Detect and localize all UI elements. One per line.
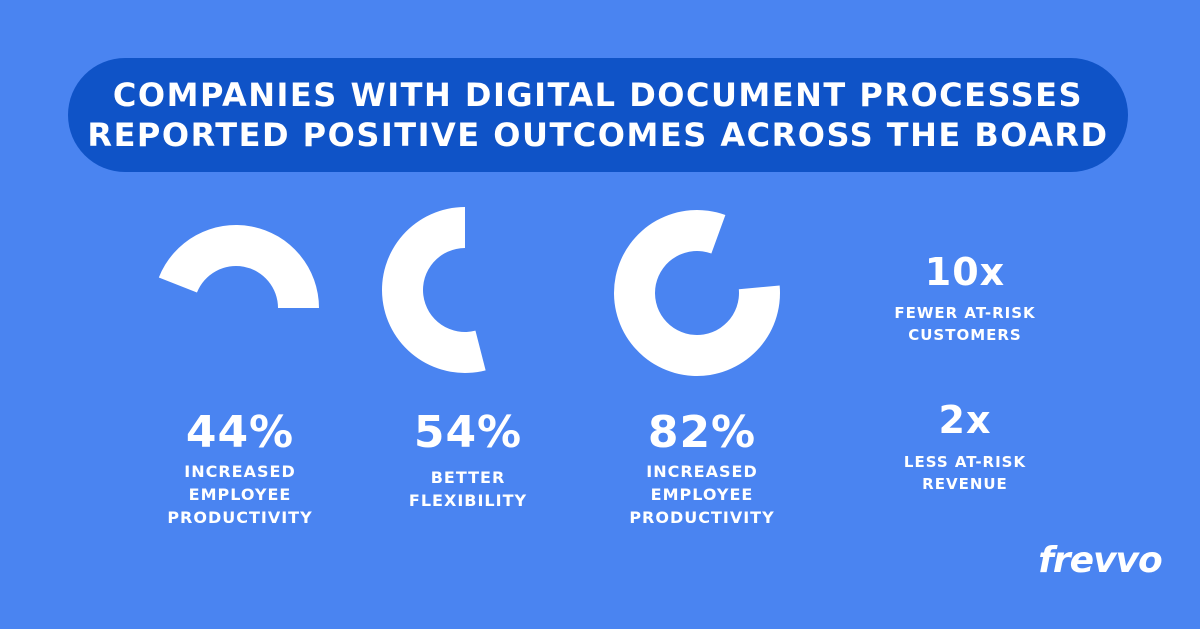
title-banner: COMPANIES WITH DIGITAL DOCUMENT PROCESSE…: [68, 58, 1128, 172]
side-stat-value-2x: 2x: [938, 398, 992, 442]
stat-label-82: INCREASED EMPLOYEE PRODUCTIVITY: [602, 460, 802, 529]
stat-label-44-line3: PRODUCTIVITY: [167, 508, 313, 527]
stat-value-82: 82%: [647, 407, 757, 458]
side-stat-label-2x: LESS AT-RISK REVENUE: [860, 451, 1070, 495]
stat-label-54-line2: FLEXIBILITY: [408, 491, 528, 510]
title-line-1: COMPANIES WITH DIGITAL DOCUMENT PROCESSE…: [112, 76, 1084, 114]
side-stat-value-10x: 10x: [924, 250, 1006, 294]
side-stat-label-2x-line2: REVENUE: [922, 475, 1008, 493]
side-stat-label-2x-line1: LESS AT-RISK: [903, 453, 1027, 471]
stat-label-54: BETTER FLEXIBILITY: [368, 466, 568, 512]
side-stat-label-10x: FEWER AT-RISK CUSTOMERS: [860, 302, 1070, 346]
donut-ring-44: [158, 225, 319, 308]
stat-label-82-line3: PRODUCTIVITY: [629, 508, 775, 527]
stat-label-44-line2: EMPLOYEE: [188, 485, 292, 504]
stat-label-44: INCREASED EMPLOYEE PRODUCTIVITY: [140, 460, 340, 529]
stat-label-44-line1: INCREASED: [184, 462, 296, 481]
stat-label-82-line1: INCREASED: [646, 462, 758, 481]
donut-ring-82: [614, 209, 780, 376]
stat-value-54: 54%: [413, 407, 523, 458]
side-stat-label-10x-line1: FEWER AT-RISK: [894, 304, 1036, 322]
stat-label-54-line1: BETTER: [430, 468, 506, 487]
stat-value-44: 44%: [185, 407, 295, 458]
side-stat-label-10x-line2: CUSTOMERS: [908, 326, 1022, 344]
frevvo-logo: frevvo: [1038, 540, 1163, 581]
title-line-2: REPORTED POSITIVE OUTCOMES ACROSS THE BO…: [87, 116, 1109, 154]
donut-ring-54: [381, 207, 486, 374]
stat-label-82-line2: EMPLOYEE: [650, 485, 754, 504]
